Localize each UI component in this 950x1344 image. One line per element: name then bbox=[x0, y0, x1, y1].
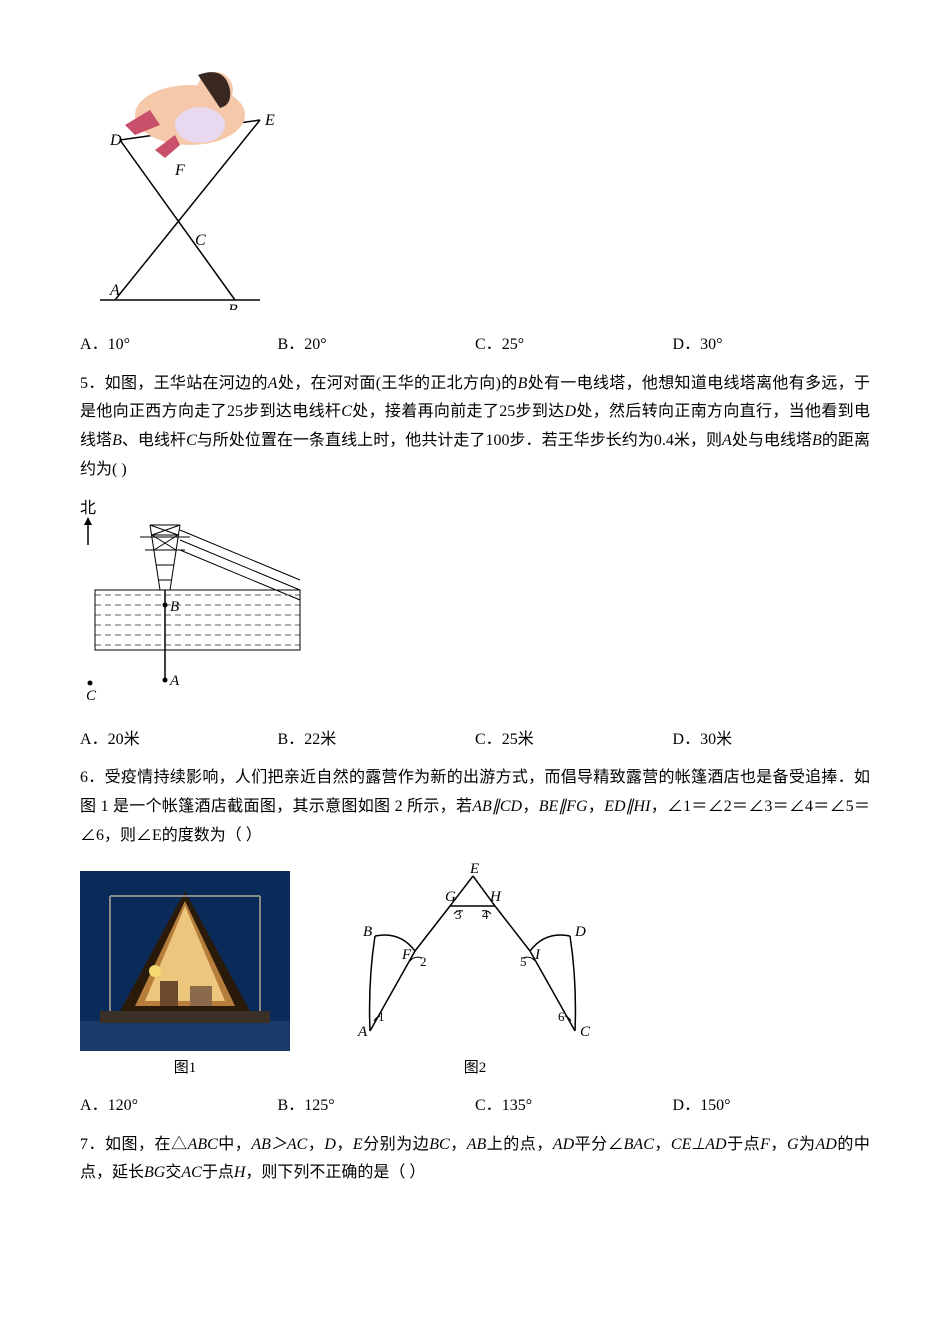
q5-options: A．20米 B．22米 C．25米 D．30米 bbox=[80, 726, 870, 755]
q4-options: A．10° B．20° C．25° D．30° bbox=[80, 331, 870, 360]
svg-text:1: 1 bbox=[378, 1009, 385, 1024]
label-F: F bbox=[174, 162, 185, 179]
q6-option-a: A．120° bbox=[80, 1092, 278, 1121]
q4-option-b: B．20° bbox=[278, 331, 476, 360]
svg-text:F: F bbox=[401, 947, 412, 963]
svg-text:B: B bbox=[363, 924, 372, 940]
q4-figure: D E F C A B bbox=[80, 70, 870, 321]
svg-text:5: 5 bbox=[520, 954, 527, 969]
label-A2: A bbox=[169, 673, 180, 689]
svg-text:C: C bbox=[580, 1024, 591, 1040]
q5-figure: 北 bbox=[80, 495, 870, 716]
q5-text: 5．如图，王华站在河边的A处，在河对面(王华的正北方向)的B处有一电线塔，他想知… bbox=[80, 370, 870, 485]
svg-text:E: E bbox=[469, 861, 479, 877]
label-E: E bbox=[264, 112, 275, 129]
svg-text:D: D bbox=[574, 924, 586, 940]
q4-option-d: D．30° bbox=[673, 331, 871, 360]
svg-text:2: 2 bbox=[420, 954, 427, 969]
q6-figure1 bbox=[80, 871, 290, 1051]
q6-figures: 图1 bbox=[80, 861, 870, 1082]
label-C2: C bbox=[86, 688, 97, 704]
q4-option-a: A．10° bbox=[80, 331, 278, 360]
q6-figure2: E G H B F I D A C 1 2 3 4 5 6 bbox=[330, 861, 620, 1051]
compass-label: 北 bbox=[80, 499, 96, 517]
q4-option-c: C．25° bbox=[475, 331, 673, 360]
svg-text:G: G bbox=[445, 889, 456, 905]
q5-option-d: D．30米 bbox=[673, 726, 871, 755]
svg-text:A: A bbox=[357, 1024, 368, 1040]
label-A: A bbox=[109, 282, 120, 299]
label-C: C bbox=[195, 232, 206, 249]
svg-text:I: I bbox=[534, 947, 541, 963]
q6-option-c: C．135° bbox=[475, 1092, 673, 1121]
label-D: D bbox=[109, 132, 122, 149]
q6-text: 6．受疫情持续影响，人们把亲近自然的露营作为新的出游方式，而倡导精致露营的帐篷酒… bbox=[80, 764, 870, 850]
label-B2: B bbox=[170, 599, 179, 615]
q6-option-b: B．125° bbox=[278, 1092, 476, 1121]
q5-option-b: B．22米 bbox=[278, 726, 476, 755]
q7-text: 7．如图，在△ABC中，AB＞AC，D，E分别为边BC，AB上的点，AD平分∠B… bbox=[80, 1131, 870, 1189]
q6-option-d: D．150° bbox=[673, 1092, 871, 1121]
q6-options: A．120° B．125° C．135° D．150° bbox=[80, 1092, 870, 1121]
q6-fig1-label: 图1 bbox=[174, 1055, 197, 1082]
q5-option-c: C．25米 bbox=[475, 726, 673, 755]
svg-text:6: 6 bbox=[558, 1009, 565, 1024]
q5-option-a: A．20米 bbox=[80, 726, 278, 755]
q6-fig2-label: 图2 bbox=[464, 1055, 487, 1082]
label-B: B bbox=[228, 302, 238, 310]
svg-text:3: 3 bbox=[455, 907, 462, 922]
svg-text:H: H bbox=[489, 889, 502, 905]
svg-text:4: 4 bbox=[482, 907, 489, 922]
